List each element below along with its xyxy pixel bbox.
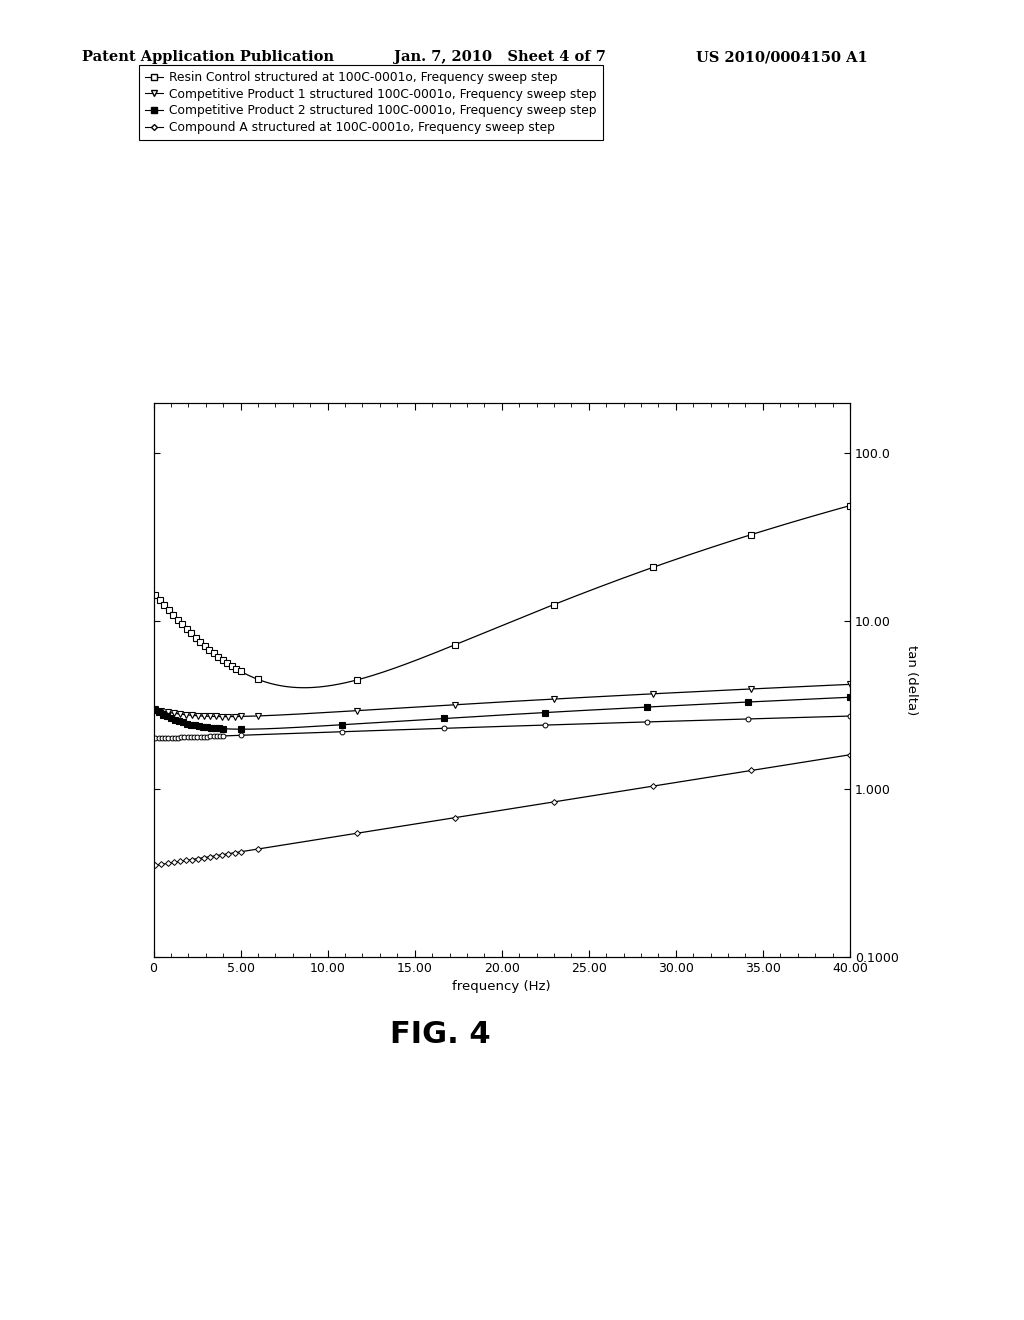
Text: FIG. 4: FIG. 4: [390, 1020, 490, 1049]
Text: US 2010/0004150 A1: US 2010/0004150 A1: [696, 50, 868, 65]
Text: Jan. 7, 2010   Sheet 4 of 7: Jan. 7, 2010 Sheet 4 of 7: [394, 50, 606, 65]
Legend: Resin Control structured at 100C-0001o, Frequency sweep step, Competitive Produc: Resin Control structured at 100C-0001o, …: [139, 65, 603, 140]
Y-axis label: tan (delta): tan (delta): [905, 644, 919, 715]
Text: Patent Application Publication: Patent Application Publication: [82, 50, 334, 65]
X-axis label: frequency (Hz): frequency (Hz): [453, 981, 551, 994]
